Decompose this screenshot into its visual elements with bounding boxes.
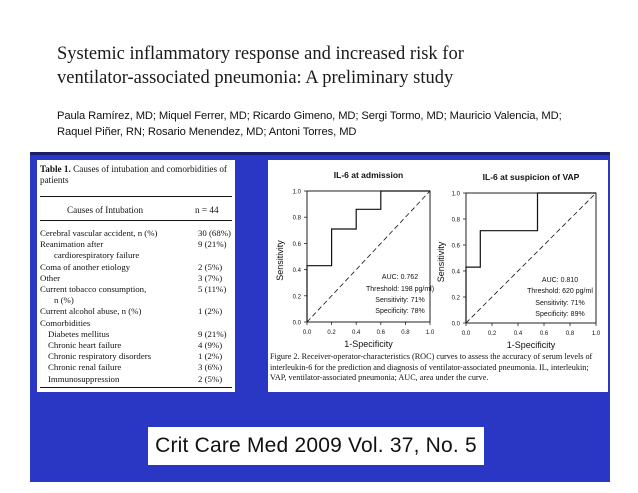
x-tick-label: 0.2 [488, 331, 497, 337]
roc-curve-line [306, 190, 430, 322]
x-tick-label: 0.2 [327, 330, 336, 336]
table-rule-bottom [40, 386, 232, 388]
x-tick-label: 0.8 [401, 330, 410, 336]
x-tick-label: 0.0 [303, 330, 312, 336]
chart-annotation: Sensitivity: 71% [375, 297, 424, 304]
table-row-label: cardiorespiratory failure [54, 250, 140, 261]
top-rule [30, 152, 610, 155]
table-rule-header [40, 220, 232, 221]
title-line-2: ventilator-associated pneumonia: A preli… [57, 68, 454, 88]
table-row-label: Chronic heart failure [48, 340, 122, 350]
y-axis-label: Sensitivity [436, 241, 446, 282]
x-tick-label: 0.4 [352, 330, 361, 336]
table-row-value: 9 (21%) [198, 239, 227, 250]
table-row-label: Coma of another etiology [40, 261, 131, 272]
y-tick-label: 0.4 [293, 268, 302, 274]
table-row-label: Chronic respiratory disorders [48, 351, 152, 362]
figure-panel [268, 160, 608, 392]
chart-title: IL-6 at admission [334, 170, 403, 180]
figure-caption-text: Receiver-operator-characteristics (ROC) … [270, 352, 593, 382]
table-caption: Table 1. Causes of intubation and comorb… [40, 164, 234, 186]
x-tick-label: 0.0 [462, 331, 471, 337]
authors-line-2: Raquel Piñer, RN; Rosario Menendez, MD; … [57, 126, 357, 138]
table-row-value: 4 (9%) [198, 340, 223, 350]
table-row-value: 1 (2%) [198, 351, 223, 362]
table-row-value: 2 (5%) [198, 373, 223, 384]
x-tick-label: 0.4 [514, 331, 523, 337]
table-row-value: 3 (7%) [198, 272, 223, 283]
x-axis-label: 1-Specificity [507, 340, 556, 350]
x-tick-label: 0.6 [540, 331, 549, 337]
table-row-value: 3 (6%) [198, 362, 223, 373]
table-row-label: Current alcohol abuse, n (%) [40, 306, 142, 317]
y-tick-label: 0.8 [452, 218, 461, 224]
table-col-header-causes: Causes of Intubation [67, 205, 144, 215]
table-row-value: 2 (5%) [198, 261, 223, 272]
chart-annotation: AUC: 0.810 [542, 277, 578, 284]
y-axis-label: Sensitivity [275, 240, 285, 281]
table-row-label: Reanimation after [40, 239, 104, 250]
plot-frame [306, 190, 431, 323]
chart-annotation: Sensitivity: 71% [535, 300, 584, 307]
x-tick-label: 1.0 [426, 330, 435, 336]
figure-caption-label: Figure 2. [270, 352, 300, 361]
chart-annotation: Specificity: 78% [375, 308, 424, 315]
table-row-label: Immunosuppression [48, 373, 120, 384]
y-tick-label: 0.0 [293, 321, 302, 327]
table-row-label: Comorbidities [40, 317, 91, 328]
x-tick-label: 1.0 [592, 331, 601, 337]
chart-annotation: AUC: 0.762 [382, 274, 418, 281]
table-row-value: 30 (68%) [198, 228, 231, 238]
table-row-value: 5 (11%) [198, 284, 227, 294]
x-tick-label: 0.8 [566, 331, 575, 337]
journal-citation: Crit Care Med 2009 Vol. 37, No. 5 [155, 434, 477, 457]
y-tick-label: 1.0 [452, 192, 461, 198]
table-panel: Table 1. Causes of intubation and comorb… [37, 160, 235, 392]
table-row-label: Diabetes mellitus [48, 328, 110, 339]
table-row-label: Cerebral vascular accident, n (%) [40, 228, 158, 238]
y-tick-label: 0.6 [452, 244, 461, 250]
table-label: Table 1. [40, 164, 71, 174]
table-row-value: 1 (2%) [198, 306, 223, 317]
chart-annotation: Threshold: 620 pg/ml [527, 288, 593, 295]
table-row-label: Other [40, 272, 61, 283]
x-tick-label: 0.6 [377, 330, 386, 336]
title-line-1: Systemic inflammatory response and incre… [57, 44, 464, 64]
chart-title: IL-6 at suspicion of VAP [483, 172, 580, 182]
chart-annotation: Specificity: 89% [535, 311, 584, 318]
table-row-value: 9 (21%) [198, 328, 227, 339]
plot-frame [465, 192, 597, 324]
table-rule-top [40, 196, 232, 197]
figure-caption: Figure 2. Receiver-operator-characterist… [270, 352, 606, 384]
roc-curve-line [465, 192, 596, 323]
reference-diagonal-line [465, 192, 597, 324]
y-tick-label: 0.6 [293, 242, 302, 248]
table-row-label: n (%) [54, 295, 74, 306]
authors-line-1: Paula Ramírez, MD; Miquel Ferrer, MD; Ri… [57, 110, 562, 122]
author-list: Paula Ramírez, MD; Miquel Ferrer, MD; Ri… [57, 108, 617, 140]
y-tick-label: 0.2 [293, 294, 302, 300]
y-tick-label: 0.2 [452, 296, 461, 302]
journal-citation-box: Crit Care Med 2009 Vol. 37, No. 5 [148, 427, 484, 465]
x-axis-label: 1-Specificity [344, 339, 393, 349]
table-row-label: Chronic renal failure [48, 362, 122, 373]
table-col-header-n: n = 44 [195, 205, 219, 215]
y-tick-label: 0.8 [293, 216, 302, 222]
table-caption-text: Causes of intubation and comorbidities o… [40, 164, 227, 185]
paper-title: Systemic inflammatory response and incre… [57, 42, 617, 90]
reference-diagonal-line [306, 190, 431, 323]
y-tick-label: 0.0 [452, 322, 461, 328]
table-row-label: Current tobacco consumption, [40, 284, 147, 294]
chart-annotation: Threshold: 198 pg/ml) [366, 286, 434, 293]
y-tick-label: 1.0 [293, 190, 302, 196]
y-tick-label: 0.4 [452, 270, 461, 276]
